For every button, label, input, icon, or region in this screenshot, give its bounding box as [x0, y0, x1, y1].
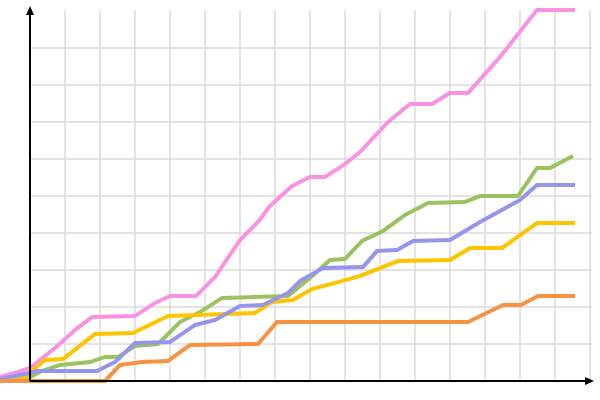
- x-axis-arrow-icon: [585, 377, 594, 385]
- series-gold-line: [0, 221, 575, 383]
- series-periwinkle-line: [0, 183, 575, 381]
- series-green-line: [0, 154, 574, 382]
- data-series: [0, 8, 575, 383]
- series-orange-line: [0, 294, 575, 383]
- axes: [26, 6, 594, 385]
- y-axis-arrow-icon: [26, 6, 34, 15]
- series-pink-line: [0, 8, 575, 379]
